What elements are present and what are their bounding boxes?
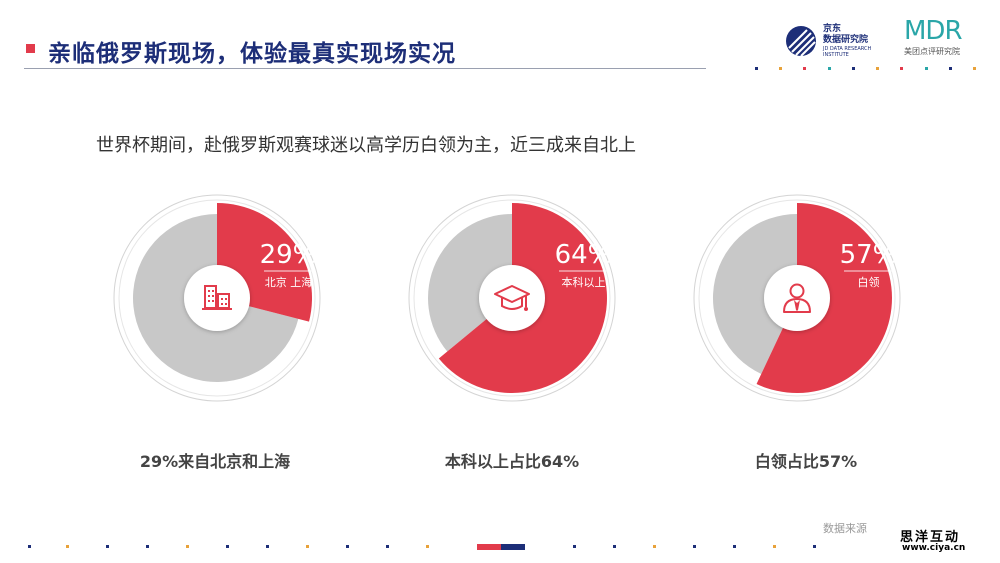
donut-slice-label: 本科以上 (562, 275, 606, 289)
donut-inner-ring (698, 199, 896, 397)
building-icon (202, 285, 232, 310)
caption-beijing-shanghai: 29%来自北京和上海 (139, 452, 291, 471)
donut-slice-label: 白领 (858, 275, 880, 289)
page-accent-bar (477, 544, 525, 550)
brand-watermark: 思洋互动 www.ciya.cn (900, 526, 980, 556)
brand-url: www.ciya.cn (902, 543, 966, 553)
data-source-label: 数据来源 (823, 522, 867, 535)
caption-white-collar: 白领占比57% (754, 452, 858, 471)
donut-slice-label: 北京 上海 (265, 275, 313, 289)
donut-center-hole (479, 265, 545, 331)
jd-logo-mark-icon (786, 26, 816, 57)
donut-value-label: 57% (840, 240, 898, 270)
subtitle: 世界杯期间，赴俄罗斯观赛球迷以高学历白领为主，近三成来自北上 (96, 135, 636, 156)
jd-logo-text: 京东 数据研究院 (823, 24, 869, 45)
donut-chart-1: 29% 北京 上海 (113, 194, 321, 402)
donut-slice-rest (428, 214, 512, 352)
white-collar-person-icon (783, 283, 811, 313)
page-title: 亲临俄罗斯现场，体验最真实现场实况 (48, 41, 456, 67)
mdr-logo-word: MDR (904, 16, 963, 46)
header-title-bar: 亲临俄罗斯现场，体验最真实现场实况 (24, 30, 706, 70)
brand-name: 思洋互动 (900, 530, 961, 545)
jd-logo-english: JD DATA RESEARCH INSTITUTE (823, 46, 872, 58)
title-divider (24, 68, 706, 69)
mdr-logo-text: 美团点评研究院 (904, 47, 960, 56)
caption-bachelor-above: 本科以上占比64% (444, 452, 580, 471)
donut-slice-rest (712, 214, 797, 375)
title-bullet-icon (26, 44, 35, 53)
donut-inner-ring (413, 199, 611, 397)
graduation-cap-icon (494, 285, 530, 311)
donut-value-label: 29% (260, 240, 318, 270)
donut-inner-ring (118, 199, 316, 397)
donut-chart-3: 57% 白领 (693, 194, 901, 402)
donut-value-label: 64% (555, 240, 613, 270)
jd-data-institute-logo: 京东 数据研究院 JD DATA RESEARCH INSTITUTE (785, 20, 885, 62)
mdr-logo: MDR 美团点评研究院 (902, 16, 974, 58)
donut-chart-2: 64% 本科以上 (408, 194, 616, 402)
